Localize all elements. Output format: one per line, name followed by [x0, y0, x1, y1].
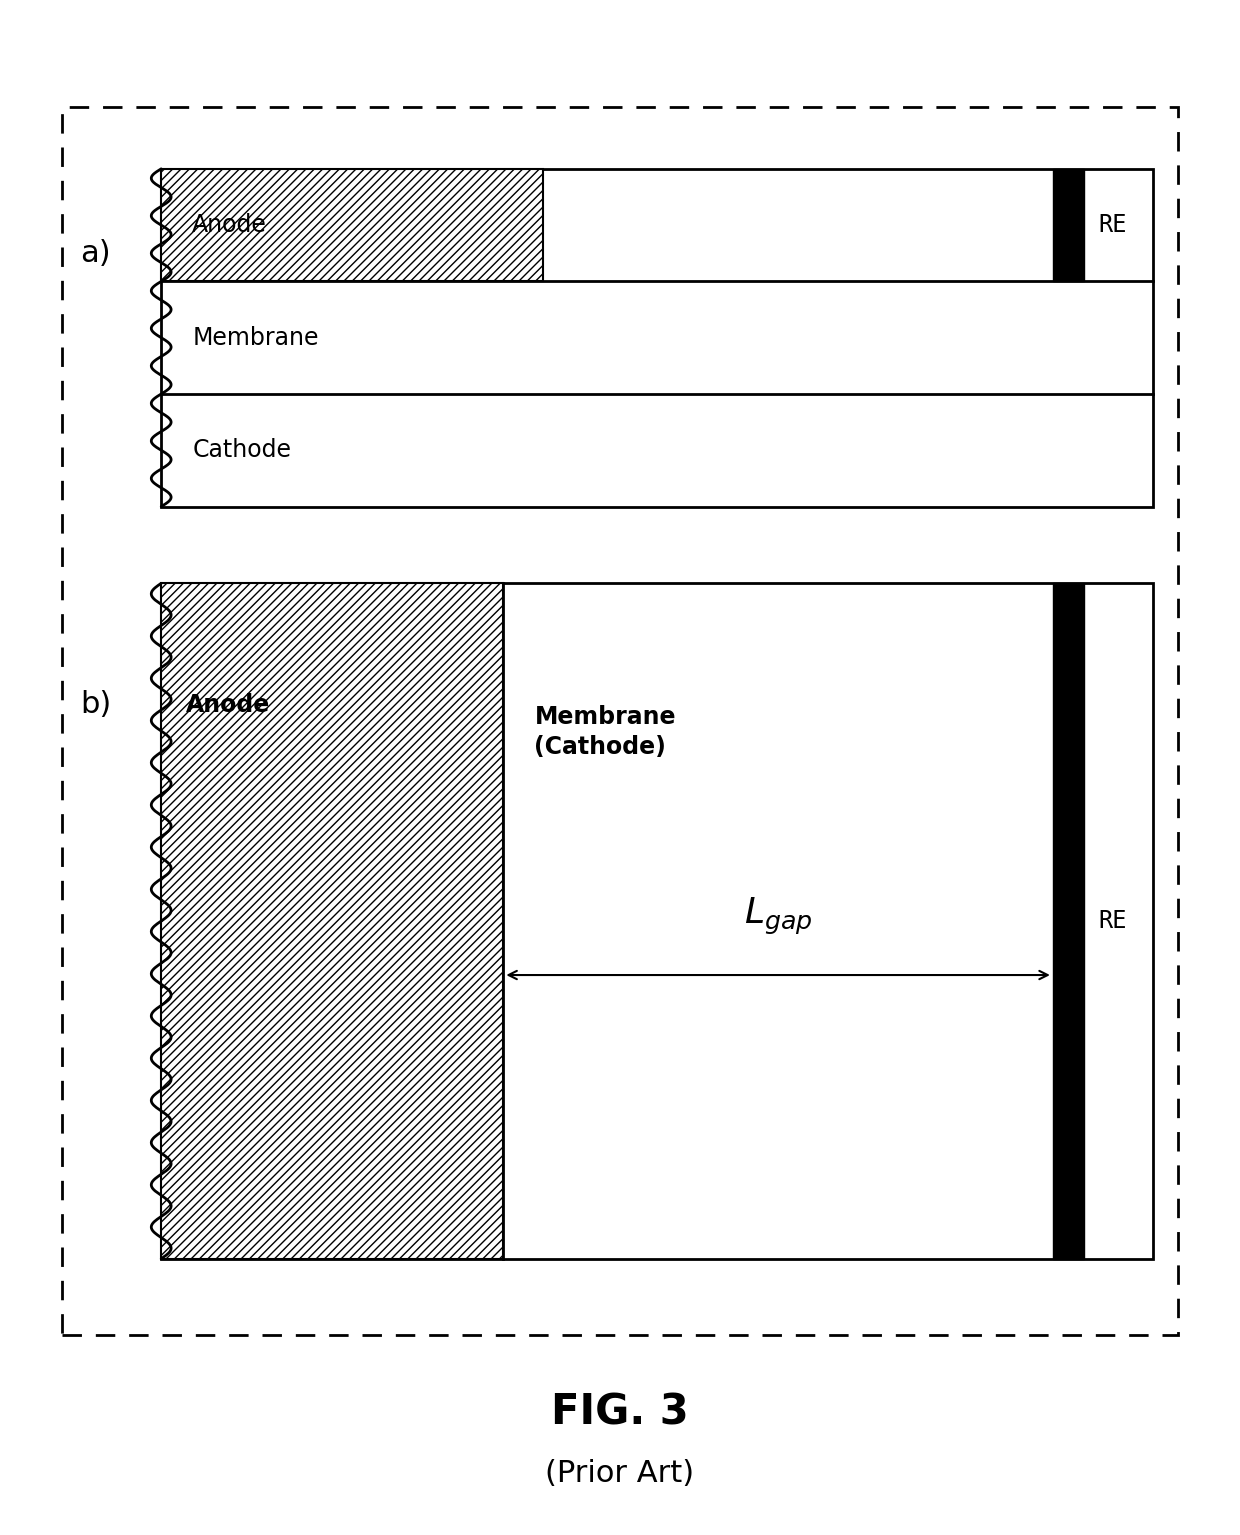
Text: Anode: Anode [186, 692, 270, 717]
Text: Cathode: Cathode [192, 439, 291, 462]
Text: b): b) [81, 691, 112, 720]
Bar [1053, 583, 1084, 1259]
Text: Anode: Anode [192, 213, 267, 236]
Bar [161, 583, 503, 1259]
Text: Membrane
(Cathode): Membrane (Cathode) [534, 705, 676, 758]
Bar [62, 107, 1178, 1335]
Text: FIG. 3: FIG. 3 [551, 1391, 689, 1434]
Text: (Prior Art): (Prior Art) [546, 1460, 694, 1487]
Bar [161, 169, 543, 281]
Text: RE: RE [1099, 213, 1127, 236]
Bar [1053, 169, 1084, 281]
Bar [161, 583, 1153, 1259]
Text: $L_{gap}$: $L_{gap}$ [744, 895, 812, 936]
Text: Membrane: Membrane [192, 325, 319, 350]
Bar [161, 169, 1153, 507]
Text: RE: RE [1099, 909, 1127, 933]
Text: a): a) [81, 239, 112, 267]
